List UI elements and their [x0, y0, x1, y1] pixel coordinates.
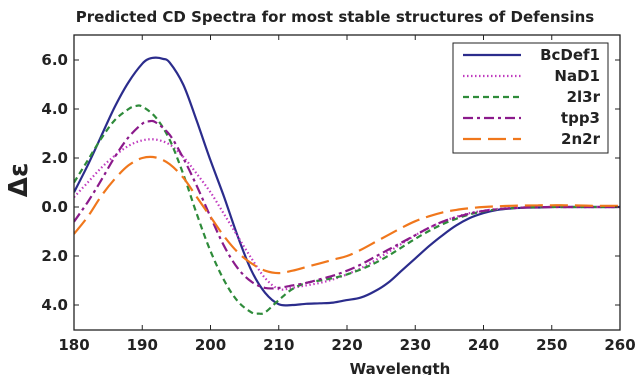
- axes: 180 190 200 210 220 230 240 250 260 6.0 4.0 2.0 0.0 2…: [41, 34, 636, 354]
- y-tick-label: 2.0: [41, 247, 68, 265]
- legend-label-2n2r: 2n2r: [561, 130, 601, 148]
- x-tick-label: 230: [400, 336, 431, 354]
- legend-label-nad1: NaD1: [554, 67, 600, 85]
- x-tick-label: 190: [127, 336, 158, 354]
- y-tick-label: 4.0: [41, 100, 68, 118]
- series-line-nad1: [74, 138, 620, 291]
- x-tick-label: 260: [604, 336, 635, 354]
- y-tick-label: 0.0: [41, 198, 68, 216]
- series-line-2n2r: [74, 155, 620, 275]
- x-tick-label: 200: [195, 336, 226, 354]
- y-tick-label: 2.0: [41, 149, 68, 167]
- x-tick-label: 210: [263, 336, 294, 354]
- y-tick-label: 4.0: [41, 296, 68, 314]
- x-tick-label: 250: [536, 336, 567, 354]
- x-tick-label: 220: [331, 336, 362, 354]
- y-tick-label: 6.0: [41, 51, 68, 69]
- x-axis-label: Wavelength: [350, 360, 451, 375]
- series-line-tpp3: [74, 119, 620, 290]
- x-tick-label: 240: [468, 336, 499, 354]
- legend-label-2l3r: 2l3r: [567, 88, 601, 106]
- x-tick-label: 180: [58, 336, 89, 354]
- legend-label-bcdef1: BcDef1: [540, 46, 600, 64]
- legend: BcDef1 NaD1 2l3r tpp3 2n2r: [452, 42, 609, 154]
- plot-area: [74, 56, 620, 315]
- y-axis-label: Δε: [4, 163, 34, 198]
- legend-label-tpp3: tpp3: [561, 109, 600, 127]
- chart-title: Predicted CD Spectra for most stable str…: [76, 8, 594, 26]
